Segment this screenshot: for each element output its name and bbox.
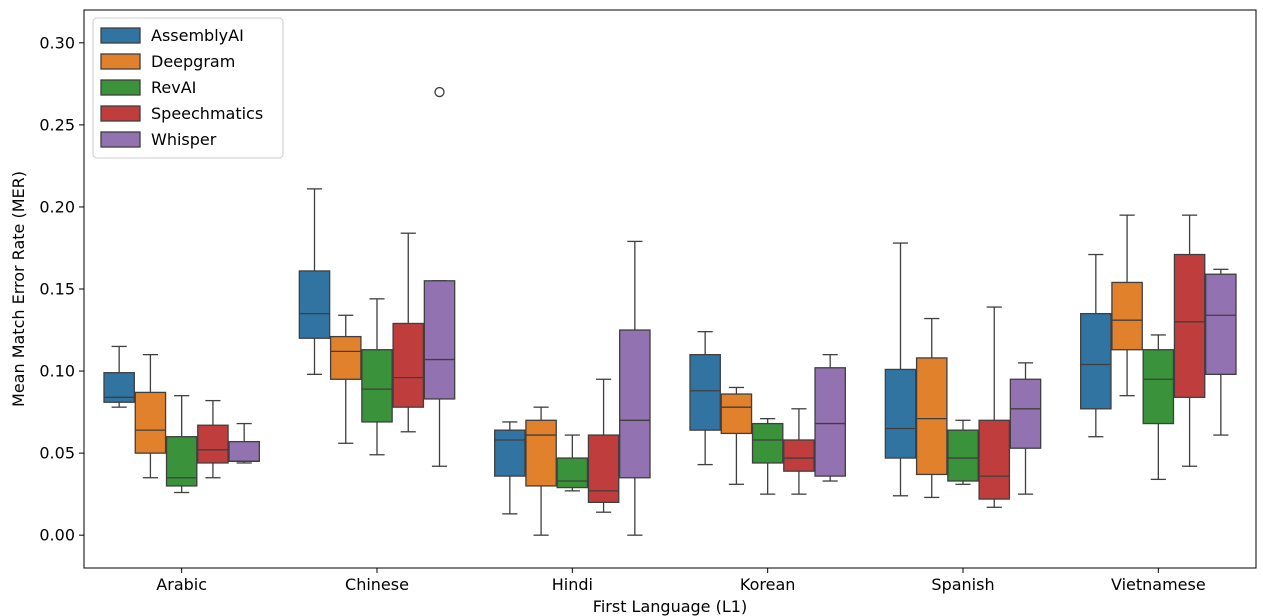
box-whisper-vietnamese: [1205, 268, 1237, 436]
legend-label-revai: RevAI: [151, 78, 196, 97]
legend-swatch-speechmatics: [100, 105, 141, 122]
legend-label-deepgram: Deepgram: [151, 52, 235, 71]
box-revai-vietnamese: [1142, 334, 1175, 481]
box-body: [1173, 253, 1206, 398]
legend-swatch-whisper: [100, 131, 141, 148]
y-axis-label: Mean Match Error Rate (MER): [9, 171, 28, 407]
box-deepgram-hindi: [525, 406, 557, 536]
box-revai-spanish: [947, 419, 979, 485]
box-body: [720, 393, 753, 435]
box-body: [587, 434, 620, 504]
box-body: [392, 322, 425, 408]
legend-frame: [92, 17, 284, 159]
box-whisper-chinese: [423, 86, 456, 467]
box-speechmatics-korean: [783, 408, 815, 495]
x-tick-label: Arabic: [156, 575, 207, 594]
box-revai-arabic: [165, 395, 198, 494]
box-speechmatics-hindi: [587, 378, 620, 513]
box-body: [751, 422, 784, 464]
box-deepgram-chinese: [329, 314, 362, 444]
y-tick-label: 0.05: [39, 444, 75, 463]
y-tick-label: 0.30: [39, 33, 75, 52]
box-revai-korean: [751, 418, 784, 495]
box-assemblyai-spanish: [884, 242, 917, 497]
box-whisper-arabic: [228, 422, 260, 464]
x-tick-label: Korean: [740, 575, 796, 594]
box-body: [298, 270, 331, 339]
box-body: [494, 429, 526, 477]
box-revai-hindi: [556, 434, 589, 492]
box-body: [556, 457, 589, 489]
box-assemblyai-vietnamese: [1080, 253, 1112, 438]
y-tick-label: 0.25: [39, 115, 75, 134]
box-body: [619, 329, 651, 479]
y-tick-label: 0.20: [39, 197, 75, 216]
box-whisper-korean: [814, 353, 846, 482]
legend-swatch-assemblyai: [100, 27, 141, 44]
x-axis-label: First Language (L1): [593, 597, 747, 616]
box-body: [947, 429, 979, 482]
box-body: [525, 419, 557, 487]
box-body: [197, 424, 229, 464]
box-body: [814, 367, 846, 477]
y-tick-label: 0.10: [39, 362, 75, 381]
legend: AssemblyAI Deepgram RevAI Speechmatics Whisp…: [92, 17, 284, 159]
box-body: [1009, 378, 1042, 449]
x-tick-label: Chinese: [345, 575, 409, 594]
box-assemblyai-korean: [689, 331, 721, 466]
box-body: [1142, 349, 1175, 425]
box-deepgram-vietnamese: [1111, 214, 1143, 397]
box-whisper-spanish: [1009, 362, 1042, 495]
box-deepgram-spanish: [915, 317, 948, 499]
box-body: [978, 419, 1011, 500]
box-body: [915, 357, 948, 476]
box-body: [228, 440, 260, 462]
box-body: [134, 391, 167, 454]
box-revai-chinese: [361, 298, 393, 456]
box-body: [165, 436, 198, 487]
box-speechmatics-arabic: [197, 399, 229, 479]
box-speechmatics-chinese: [392, 232, 425, 433]
x-tick-label: Vietnamese: [1111, 575, 1206, 594]
x-tick-label: Hindi: [552, 575, 593, 594]
box-assemblyai-chinese: [298, 188, 331, 375]
y-tick-label: 0.00: [39, 526, 75, 545]
legend-swatch-revai: [100, 79, 141, 96]
box-body: [1080, 312, 1112, 410]
box-deepgram-arabic: [134, 353, 167, 479]
box-body: [423, 280, 456, 400]
box-whisper-hindi: [619, 240, 651, 536]
x-tick-label: Spanish: [931, 575, 994, 594]
box-speechmatics-spanish: [978, 306, 1011, 508]
box-body: [689, 353, 721, 431]
legend-swatch-deepgram: [100, 53, 141, 70]
box-body: [329, 335, 362, 380]
box-deepgram-korean: [720, 386, 753, 485]
box-body: [1205, 273, 1237, 375]
box-body: [783, 439, 815, 472]
legend-label-assemblyai: AssemblyAI: [151, 26, 244, 45]
legend-label-whisper: Whisper: [151, 130, 217, 149]
box-body: [884, 368, 917, 459]
box-assemblyai-hindi: [494, 421, 526, 515]
box-assemblyai-arabic: [103, 345, 135, 408]
box-body: [361, 349, 393, 423]
box-speechmatics-vietnamese: [1173, 214, 1206, 467]
outlier-point: [434, 86, 445, 98]
plot-area: [103, 86, 1237, 536]
legend-label-speechmatics: Speechmatics: [151, 104, 263, 123]
box-body: [1111, 281, 1143, 351]
axes: First Language (L1) Mean Match Error Rat…: [9, 9, 1257, 616]
y-tick-label: 0.15: [39, 280, 75, 299]
